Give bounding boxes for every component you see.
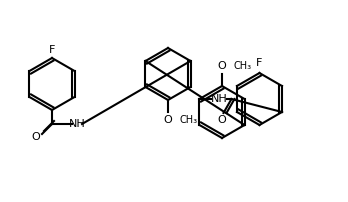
Text: O: O	[164, 115, 172, 125]
Text: O: O	[218, 61, 227, 71]
Text: F: F	[256, 58, 263, 68]
Text: F: F	[49, 45, 55, 55]
Text: NH: NH	[211, 94, 228, 104]
Text: CH₃: CH₃	[180, 115, 198, 125]
Text: NH: NH	[69, 119, 85, 129]
Text: O: O	[32, 132, 40, 142]
Text: O: O	[217, 115, 226, 125]
Text: CH₃: CH₃	[234, 61, 252, 71]
